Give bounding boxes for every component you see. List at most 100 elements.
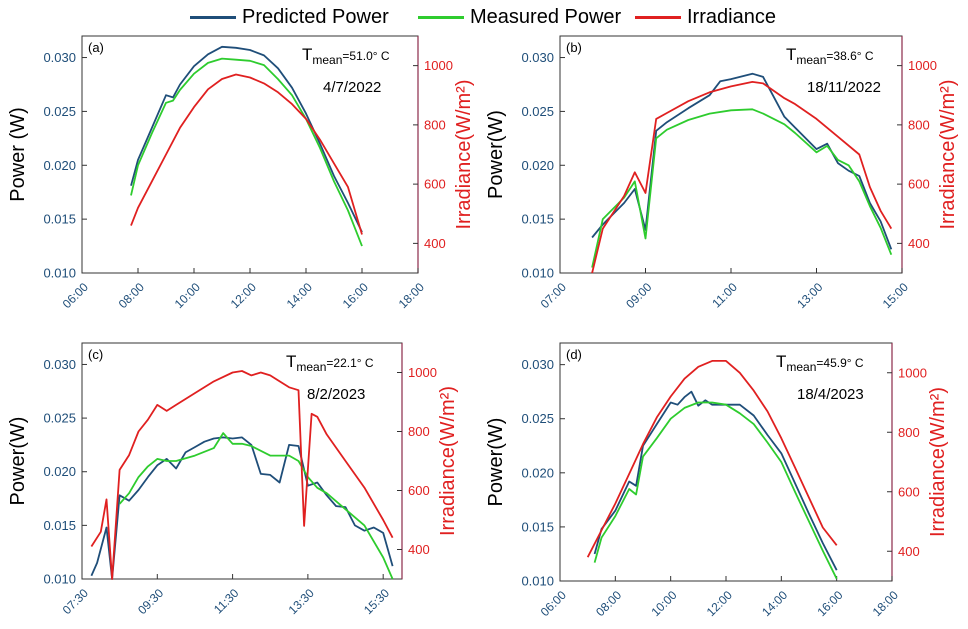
x-tick-label: 15:30	[361, 586, 392, 617]
legend-swatch-predicted	[190, 15, 236, 19]
left-tick-label: 0.020	[43, 158, 76, 173]
right-tick-label: 800	[424, 117, 446, 132]
legend-label-irradiance: Irradiance	[687, 5, 776, 28]
series-line-predicted-power	[593, 390, 838, 571]
x-tick-label: 14:00	[759, 588, 790, 619]
temperature-label: Tmean=38.6° C	[786, 45, 874, 67]
series-line-measured-power	[118, 432, 394, 580]
x-tick-label: 07:30	[60, 586, 91, 617]
legend-item-measured: Measured Power	[418, 4, 621, 30]
series-line-measured-power	[130, 57, 363, 247]
x-tick-label: 08:00	[116, 280, 147, 311]
left-tick-label: 0.025	[521, 411, 554, 426]
series-line-irradiance	[90, 370, 394, 580]
x-tick-label: 15:00	[880, 280, 911, 311]
legend-label-predicted: Predicted Power	[242, 5, 389, 28]
panel-letter: (a)	[88, 40, 104, 55]
temperature-label: Tmean=45.9° C	[776, 352, 864, 374]
x-tick-label: 14:00	[284, 280, 315, 311]
right-tick-label: 400	[424, 236, 446, 251]
x-tick-label: 09:00	[623, 280, 654, 311]
x-tick-label: 11:00	[709, 280, 740, 311]
legend-label-measured: Measured Power	[470, 5, 622, 28]
right-tick-label: 600	[408, 483, 430, 498]
x-tick-label: 07:00	[538, 280, 569, 311]
right-tick-label: 600	[908, 177, 930, 192]
series-line-irradiance	[130, 73, 363, 235]
right-tick-label: 1000	[898, 365, 927, 380]
series-line-predicted-power	[130, 45, 363, 233]
left-tick-label: 0.015	[521, 212, 554, 227]
chart-panel-1: 0.010 0.015 0.020 0.025 0.030 400 600 800 1000 06…	[7, 35, 475, 311]
left-tick-label: 0.010	[521, 574, 554, 589]
left-tick-label: 0.025	[521, 104, 554, 119]
date-label: 18/4/2023	[797, 386, 864, 403]
panel-letter: (d)	[566, 347, 582, 362]
y-axis-label-left: Power (W)	[7, 107, 29, 201]
right-tick-label: 400	[408, 542, 430, 557]
left-tick-label: 0.015	[521, 519, 554, 534]
x-tick-label: 08:00	[593, 588, 624, 619]
temperature-label: Tmean=22.1° C	[286, 352, 374, 374]
plot-frame	[81, 35, 419, 274]
left-tick-label: 0.020	[521, 158, 554, 173]
date-label: 18/11/2022	[807, 79, 881, 96]
left-tick-label: 0.030	[521, 50, 554, 65]
left-tick-label: 0.010	[521, 266, 554, 281]
plot-frame	[559, 35, 903, 274]
legend-swatch-measured	[418, 15, 464, 19]
left-tick-label: 0.015	[43, 518, 76, 533]
right-tick-label: 400	[898, 544, 920, 559]
date-label: 4/7/2022	[323, 79, 381, 96]
x-tick-label: 16:00	[814, 588, 845, 619]
x-tick-label: 06:00	[60, 280, 91, 311]
left-tick-label: 0.020	[43, 464, 76, 479]
y-axis-label-left: Power(W)	[485, 110, 507, 199]
y-axis-label-right: Irradiance(W/m²)	[937, 79, 959, 229]
x-tick-label: 10:00	[172, 280, 203, 311]
x-tick-label: 09:30	[135, 586, 166, 617]
chart-panel-3: 0.010 0.015 0.020 0.025 0.030 400 600 800 1000 07…	[7, 342, 459, 617]
legend: Predicted Power Measured Power Irradianc…	[0, 0, 968, 36]
x-tick-label: 11:30	[211, 586, 242, 617]
right-tick-label: 400	[908, 236, 930, 251]
x-tick-label: 10:00	[648, 588, 679, 619]
series-line-irradiance	[591, 81, 893, 274]
x-tick-label: 13:30	[286, 586, 317, 617]
y-axis-label-left: Power(W)	[485, 418, 507, 507]
x-tick-label: 13:00	[794, 280, 825, 311]
right-tick-label: 800	[408, 424, 430, 439]
y-axis-label-right: Irradiance(W/m²)	[437, 386, 459, 536]
plot-frame	[559, 342, 893, 582]
right-tick-label: 600	[898, 484, 920, 499]
legend-item-irradiance: Irradiance	[635, 4, 776, 30]
left-tick-label: 0.010	[43, 266, 76, 281]
left-tick-label: 0.025	[43, 104, 76, 119]
right-tick-label: 600	[424, 177, 446, 192]
legend-item-predicted: Predicted Power	[190, 4, 389, 30]
left-tick-label: 0.025	[43, 411, 76, 426]
y-axis-label-left: Power(W)	[7, 417, 29, 506]
right-tick-label: 1000	[424, 58, 453, 73]
left-tick-label: 0.030	[43, 50, 76, 65]
date-label: 8/2/2023	[307, 386, 365, 403]
panel-letter: (b)	[566, 40, 582, 55]
left-tick-label: 0.020	[521, 465, 554, 480]
series-line-measured-power	[593, 401, 838, 580]
plot-frame	[81, 342, 403, 580]
y-axis-label-right: Irradiance(W/m²)	[927, 387, 949, 537]
right-tick-label: 800	[908, 117, 930, 132]
temperature-label: Tmean=51.0° C	[302, 45, 390, 67]
x-tick-label: 12:00	[228, 280, 259, 311]
left-tick-label: 0.010	[43, 572, 76, 587]
right-tick-label: 800	[898, 425, 920, 440]
series-line-irradiance	[586, 359, 838, 558]
x-tick-label: 06:00	[538, 588, 569, 619]
series-line-predicted-power	[591, 72, 893, 250]
chart-panel-4: 0.010 0.015 0.020 0.025 0.030 400 600 800 1000 06…	[485, 342, 949, 619]
series-line-measured-power	[591, 108, 893, 268]
left-tick-label: 0.030	[43, 357, 76, 372]
x-tick-label: 12:00	[704, 588, 735, 619]
legend-swatch-irradiance	[635, 15, 681, 19]
